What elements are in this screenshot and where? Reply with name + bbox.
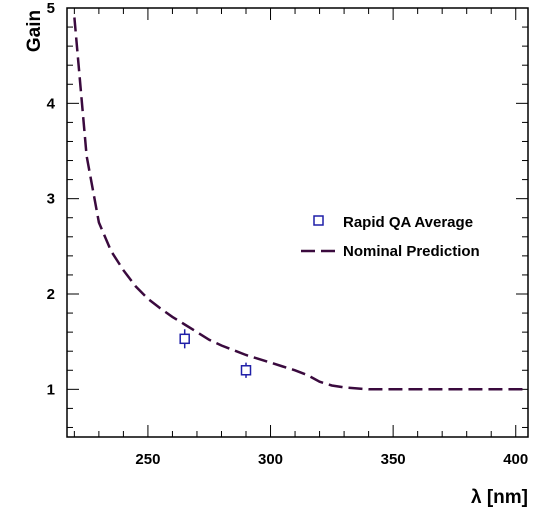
x-tick-label: 400 (503, 451, 528, 468)
series-layer (73, 17, 528, 391)
x-axis-title: λ [nm] (471, 487, 528, 508)
legend: Rapid QA Average Nominal Prediction (301, 214, 480, 260)
x-tick-label: 350 (381, 451, 406, 468)
x-tick-label: 300 (258, 451, 283, 468)
data-point (179, 333, 190, 345)
y-tick-label: 4 (47, 95, 56, 112)
plot-frame (66, 7, 529, 438)
legend-label-rapid-qa: Rapid QA Average (343, 214, 473, 231)
x-tick-label: 250 (135, 451, 160, 468)
y-tick-label: 3 (47, 191, 55, 208)
legend-marker-rapid-qa (313, 215, 324, 226)
legend-label-nominal: Nominal Prediction (343, 243, 480, 260)
axis-ticks (67, 7, 528, 437)
tick-labels: 250 300 350 400 1 2 3 4 5 (47, 0, 529, 468)
y-tick-label: 5 (47, 0, 55, 17)
y-tick-label: 1 (47, 381, 55, 398)
nominal-prediction-line (73, 17, 528, 391)
y-axis-title: Gain (24, 10, 45, 52)
data-point (240, 365, 252, 376)
y-tick-label: 2 (47, 286, 55, 303)
